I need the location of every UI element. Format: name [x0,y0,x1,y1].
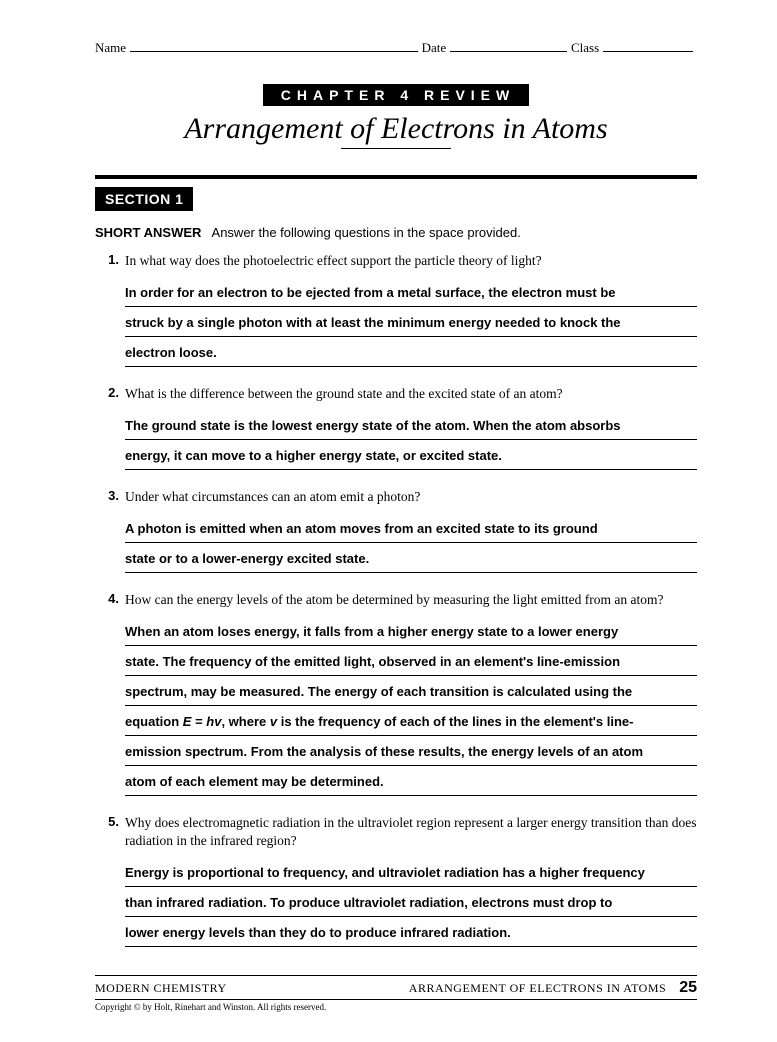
question-number: 5. [95,814,125,948]
answer-line[interactable]: In order for an electron to be ejected f… [125,277,697,307]
answer-line[interactable]: Energy is proportional to frequency, and… [125,857,697,887]
question-body: In what way does the photoelectric effec… [125,252,697,367]
answer-line[interactable]: struck by a single photon with at least … [125,307,697,337]
answer-line[interactable]: emission spectrum. From the analysis of … [125,736,697,766]
question-number: 3. [95,488,125,573]
question-item: 5.Why does electromagnetic radiation in … [95,814,697,948]
page-title: Arrangement of Electrons in Atoms [95,112,697,146]
chapter-bar: CHAPTER 4 REVIEW [263,84,529,106]
question-body: Under what circumstances can an atom emi… [125,488,697,573]
header-fields: Name Date Class [95,40,697,56]
date-input-line[interactable] [450,40,567,52]
question-item: 2.What is the difference between the gro… [95,385,697,470]
date-label: Date [422,40,447,56]
question-text: Why does electromagnetic radiation in th… [125,814,697,852]
question-number: 4. [95,591,125,796]
answer-line[interactable]: electron loose. [125,337,697,367]
answer-line[interactable]: state or to a lower-energy excited state… [125,543,697,573]
class-input-line[interactable] [603,40,693,52]
answer-line[interactable]: atom of each element may be determined. [125,766,697,796]
question-text: What is the difference between the groun… [125,385,697,404]
question-list: 1.In what way does the photoelectric eff… [95,252,697,947]
footer-left: MODERN CHEMISTRY [95,981,227,996]
class-label: Class [571,40,599,56]
question-item: 1.In what way does the photoelectric eff… [95,252,697,367]
answer-line[interactable]: equation E = hv, where v is the frequenc… [125,706,697,736]
footer-right: ARRANGEMENT OF ELECTRONS IN ATOMS [409,981,666,995]
answer-line[interactable]: state. The frequency of the emitted ligh… [125,646,697,676]
instructions-bold: SHORT ANSWER [95,225,201,240]
instructions-text: Answer the following questions in the sp… [212,225,521,240]
question-text: Under what circumstances can an atom emi… [125,488,697,507]
name-input-line[interactable] [130,40,418,52]
worksheet-page: Name Date Class CHAPTER 4 REVIEW Arrange… [0,0,777,1042]
copyright: Copyright © by Holt, Rinehart and Winsto… [95,1000,697,1012]
name-label: Name [95,40,126,56]
question-text: How can the energy levels of the atom be… [125,591,697,610]
answer-line[interactable]: lower energy levels than they do to prod… [125,917,697,947]
question-item: 4.How can the energy levels of the atom … [95,591,697,796]
footer-row: MODERN CHEMISTRY ARRANGEMENT OF ELECTRON… [95,976,697,1000]
answer-line[interactable]: spectrum, may be measured. The energy of… [125,676,697,706]
section-heading: SECTION 1 [95,187,697,211]
question-number: 1. [95,252,125,367]
section-divider [95,175,697,179]
footer-right-wrap: ARRANGEMENT OF ELECTRONS IN ATOMS 25 [409,979,697,997]
section-bar: SECTION 1 [95,187,193,211]
question-body: How can the energy levels of the atom be… [125,591,697,796]
chapter-heading: CHAPTER 4 REVIEW [95,84,697,106]
question-text: In what way does the photoelectric effec… [125,252,697,271]
question-item: 3.Under what circumstances can an atom e… [95,488,697,573]
instructions: SHORT ANSWER Answer the following questi… [95,225,697,240]
answer-line[interactable]: A photon is emitted when an atom moves f… [125,513,697,543]
question-body: Why does electromagnetic radiation in th… [125,814,697,948]
title-underline [341,148,451,149]
question-number: 2. [95,385,125,470]
question-body: What is the difference between the groun… [125,385,697,470]
page-number: 25 [679,979,697,996]
answer-line[interactable]: When an atom loses energy, it falls from… [125,616,697,646]
answer-line[interactable]: energy, it can move to a higher energy s… [125,440,697,470]
answer-line[interactable]: than infrared radiation. To produce ultr… [125,887,697,917]
answer-line[interactable]: The ground state is the lowest energy st… [125,410,697,440]
